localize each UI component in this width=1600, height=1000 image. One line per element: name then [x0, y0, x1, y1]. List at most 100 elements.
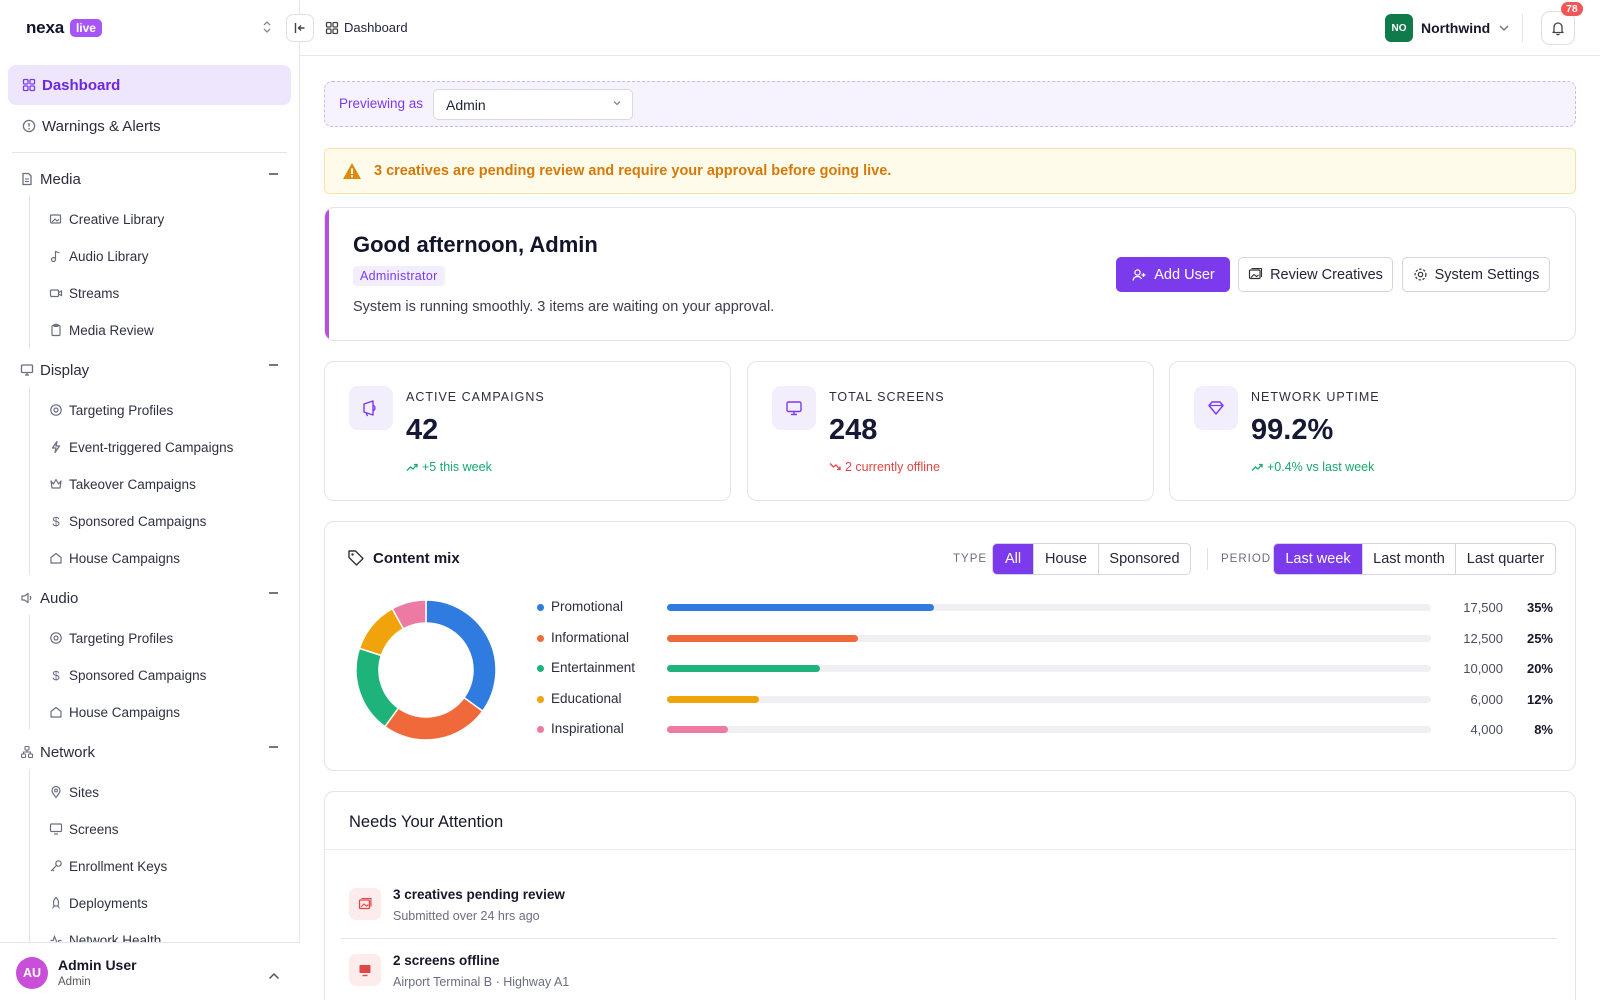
sidebar-item-audio-targeting[interactable]: Targeting Profiles [49, 628, 173, 648]
type-option-sponsored[interactable]: Sponsored [1098, 544, 1190, 574]
progress-fill [667, 726, 729, 733]
attention-subtitle: Submitted over 24 hrs ago [393, 909, 540, 923]
content-mix-title: Content mix [347, 549, 460, 567]
collapse-icon[interactable] [269, 746, 278, 748]
sidebar-item-house[interactable]: House Campaigns [49, 548, 180, 568]
sidebar-item-targeting-profiles[interactable]: Targeting Profiles [49, 400, 173, 420]
attention-item[interactable]: 3 creatives pending review Submitted ove… [349, 885, 1549, 935]
panel-collapse-icon [294, 23, 305, 33]
legend-dot [537, 604, 544, 611]
type-filter: All House Sponsored [992, 543, 1191, 575]
sidebar-item-screens[interactable]: Screens [49, 819, 119, 839]
user-name: Admin User [58, 957, 137, 973]
attention-item[interactable]: 2 screens offline Airport Terminal B · H… [349, 951, 1549, 1000]
category-percent: 20% [1526, 661, 1553, 676]
brand[interactable]: nexa live [26, 18, 102, 38]
sub-item-label: Targeting Profiles [69, 402, 174, 418]
home-icon [49, 705, 63, 719]
sidebar-item-sponsored[interactable]: $ Sponsored Campaigns [49, 511, 206, 531]
stat-card-network-uptime[interactable]: NETWORK UPTIME 99.2% +0.4% vs last week [1169, 361, 1576, 501]
chevron-up-down-icon[interactable] [260, 20, 274, 34]
sub-item-label: Deployments [69, 895, 148, 911]
sidebar-item-deployments[interactable]: Deployments [49, 893, 148, 913]
category-percent: 35% [1526, 600, 1553, 615]
sidebar-item-sites[interactable]: Sites [49, 782, 99, 802]
sidebar-group-media[interactable]: Media [20, 167, 284, 191]
progress-track [667, 634, 1431, 642]
key-icon [49, 859, 63, 873]
collapse-icon[interactable] [269, 173, 278, 175]
sidebar-item-audio-house[interactable]: House Campaigns [49, 702, 180, 722]
sidebar-item-audio-library[interactable]: Audio Library [49, 246, 149, 266]
sidebar-item-streams[interactable]: Streams [49, 283, 119, 303]
sidebar-group-display[interactable]: Display [20, 358, 284, 382]
welcome-card: Good afternoon, Admin Administrator Syst… [324, 207, 1576, 341]
speaker-icon [20, 591, 34, 605]
type-option-house[interactable]: House [1033, 544, 1098, 574]
preview-label: Previewing as [339, 96, 424, 111]
trend-up-icon [1251, 463, 1263, 471]
tree-line [29, 387, 30, 575]
preview-role-select[interactable]: Admin [433, 89, 633, 120]
add-user-button[interactable]: Add User [1116, 257, 1230, 292]
sidebar-item-label: Dashboard [42, 76, 121, 94]
alert-message: 3 creatives are pending review and requi… [374, 163, 892, 179]
stat-delta: 2 currently offline [829, 460, 940, 474]
legend-dot [537, 634, 544, 642]
collapse-sidebar-button[interactable] [286, 14, 314, 42]
period-option-last-month[interactable]: Last month [1362, 544, 1455, 574]
diamond-icon [1194, 386, 1238, 430]
sidebar-item-takeover[interactable]: Takeover Campaigns [49, 474, 196, 494]
sidebar-item-media-review[interactable]: Media Review [49, 320, 154, 340]
collapse-icon[interactable] [269, 364, 278, 366]
collapse-icon[interactable] [269, 592, 278, 594]
crown-icon [49, 477, 63, 491]
sidebar-group-audio[interactable]: Audio [20, 586, 284, 610]
sub-item-label: Audio Library [69, 248, 149, 264]
sidebar-item-enrollment-keys[interactable]: Enrollment Keys [49, 856, 167, 876]
home-icon [49, 551, 63, 565]
sidebar-item-warnings[interactable]: Warnings & Alerts [8, 106, 291, 146]
notifications-button[interactable] [1541, 11, 1575, 45]
content-mix-row: Inspirational 4,000 8% [537, 720, 1553, 740]
network-icon [20, 745, 34, 759]
period-option-last-week[interactable]: Last week [1274, 544, 1362, 574]
sidebar-item-creative-library[interactable]: Creative Library [49, 209, 164, 229]
category-count: 12,500 [1463, 630, 1503, 646]
category-percent: 25% [1526, 630, 1553, 646]
chevron-down-icon [1499, 25, 1509, 31]
progress-fill [667, 634, 858, 642]
sub-item-label: Sites [69, 784, 100, 800]
role-badge: Administrator [353, 266, 445, 286]
chevron-up-icon[interactable] [268, 967, 280, 985]
sidebar-item-event-triggered[interactable]: Event-triggered Campaigns [49, 437, 233, 457]
sidebar-group-network[interactable]: Network [20, 740, 284, 764]
org-avatar: NO [1385, 14, 1413, 42]
content-mix-row: Educational 6,000 12% [537, 690, 1553, 710]
images-icon [1248, 267, 1263, 280]
divider [1207, 548, 1208, 570]
content-mix-row: Entertainment 10,000 20% [537, 659, 1553, 679]
stat-card-total-screens[interactable]: TOTAL SCREENS 248 2 currently offline [747, 361, 1154, 501]
stat-label: ACTIVE CAMPAIGNS [406, 390, 545, 404]
category-name: Informational [551, 629, 630, 645]
stat-value: 42 [406, 414, 439, 446]
type-option-all[interactable]: All [993, 544, 1033, 574]
org-switcher[interactable]: NO Northwind [1385, 14, 1510, 42]
sidebar-item-audio-sponsored[interactable]: $ Sponsored Campaigns [49, 665, 206, 685]
sub-item-label: Targeting Profiles [69, 630, 174, 646]
breadcrumb[interactable]: Dashboard [325, 20, 408, 35]
divider [325, 849, 1575, 850]
period-option-last-quarter[interactable]: Last quarter [1455, 544, 1555, 574]
brand-name: nexa [26, 18, 64, 37]
category-count: 10,000 [1463, 661, 1503, 676]
review-creatives-button[interactable]: Review Creatives [1238, 257, 1393, 292]
button-label: System Settings [1434, 266, 1540, 283]
system-settings-button[interactable]: System Settings [1402, 257, 1550, 292]
trend-down-icon [829, 463, 841, 471]
sidebar-item-dashboard[interactable]: Dashboard [8, 65, 291, 105]
stat-card-active-campaigns[interactable]: ACTIVE CAMPAIGNS 42 +5 this week [324, 361, 731, 501]
monitor-icon [349, 954, 381, 986]
grid-icon [325, 21, 339, 35]
user-menu[interactable]: AU Admin User Admin [0, 942, 300, 1000]
